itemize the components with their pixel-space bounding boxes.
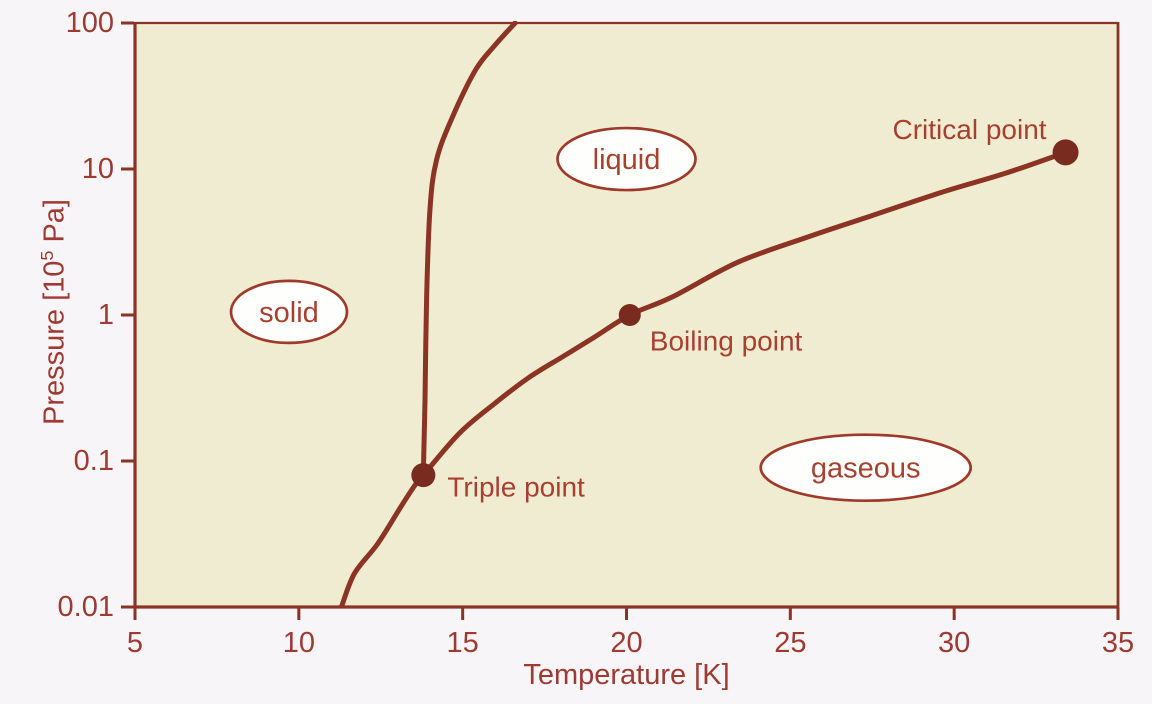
x-tick-label: 35 [1102,627,1134,659]
x-axis-title: Temperature [K] [523,659,730,691]
y-tick-label: 0.01 [58,591,114,623]
region-ellipse-solid [229,279,349,345]
vaporization-curve [420,149,1069,478]
region-ellipse-gaseous [759,433,973,503]
x-tick-label: 15 [447,627,479,659]
region-ellipse-liquid [556,126,697,192]
y-tick-label: 1 [98,299,114,331]
x-tick-label: 5 [127,627,143,659]
x-tick-label: 25 [774,627,806,659]
y-axis-title-exponent: 5 [37,250,57,261]
sublimation-curve [338,472,426,608]
x-tick-label: 20 [610,627,642,659]
region-label-gaseous: gaseous [811,453,921,485]
critical-point-label: Critical point [893,114,1047,145]
melting-curve [420,21,518,478]
y-tick-label: 0.1 [74,445,114,477]
triple-point-label: Triple point [447,472,585,503]
triple-point-marker [411,463,436,488]
y-axis-title: Pressure [105 Pa] [30,152,71,472]
x-tick-label: 30 [938,627,970,659]
y-axis-title-suffix: Pa] [38,199,71,251]
boiling-point-marker [618,304,641,326]
boiling-point-label: Boiling point [650,326,803,357]
y-axis-title-prefix: Pressure [10 [38,260,71,426]
y-tick-label: 100 [66,7,114,39]
y-tick-label: 10 [82,153,114,185]
x-tick-label: 10 [283,627,315,659]
critical-point-marker [1052,139,1079,166]
region-label-solid: solid [259,297,319,329]
region-label-liquid: liquid [593,144,661,176]
